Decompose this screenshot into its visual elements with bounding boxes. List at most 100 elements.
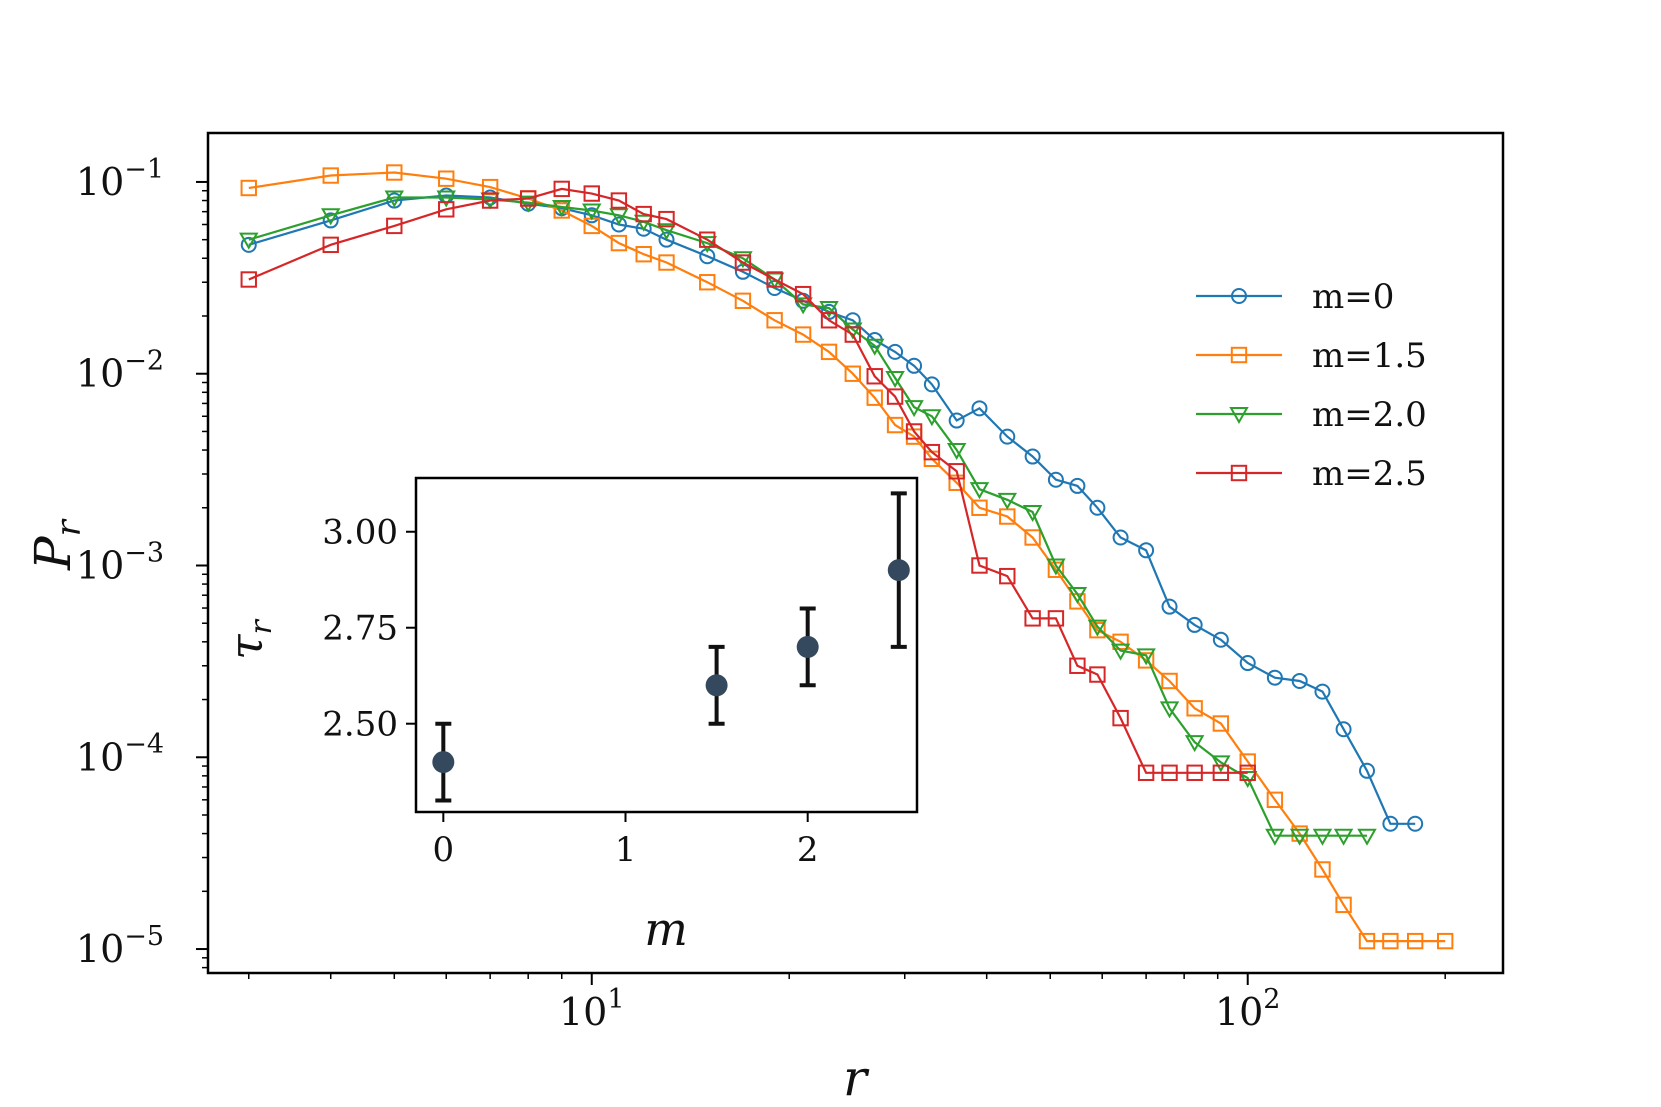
data-point	[438, 201, 455, 218]
data-point	[697, 236, 717, 254]
data-point	[1406, 932, 1424, 950]
data-point	[1069, 657, 1086, 674]
data-point	[1212, 631, 1229, 648]
legend: m=0 m=1.5 m=2.0 m=2.5	[1196, 277, 1427, 494]
data-point	[1089, 621, 1106, 639]
tick-label-exponent: −5	[124, 921, 164, 952]
data-point	[1161, 598, 1178, 615]
data-point	[1024, 448, 1041, 465]
data-point	[1212, 764, 1230, 781]
data-point	[766, 271, 783, 288]
data-point	[322, 167, 339, 184]
y-tick-label: 10−1	[76, 154, 164, 204]
data-point	[633, 214, 654, 232]
data-point	[1357, 828, 1377, 846]
y-tick-label: 10−5	[76, 921, 164, 971]
data-point	[844, 326, 861, 343]
data-point	[1186, 764, 1203, 781]
data-point	[864, 338, 885, 356]
data-point	[1186, 700, 1203, 717]
inset-data-point	[705, 644, 728, 726]
data-point	[582, 203, 602, 221]
data-point	[1333, 828, 1354, 846]
data-point	[844, 365, 861, 382]
inset-x-tick-label: 0	[433, 830, 455, 870]
data-point	[1436, 932, 1454, 950]
data-point	[1359, 762, 1376, 779]
series-line-m=2.5	[248, 187, 1248, 774]
inset-x-tick-label: 1	[615, 830, 637, 870]
data-point	[904, 400, 924, 418]
data-point	[999, 428, 1016, 445]
data-point	[553, 202, 570, 219]
data-point	[1138, 542, 1155, 559]
data-point	[1069, 477, 1086, 494]
series-m=0	[240, 187, 1424, 832]
y-tick-label: 10−2	[76, 346, 164, 396]
data-point	[1024, 529, 1041, 546]
inset-data-point	[887, 491, 910, 649]
data-point	[1067, 587, 1088, 605]
data-point	[734, 292, 752, 310]
tick-label-exponent: 2	[1263, 984, 1280, 1015]
data-point	[866, 389, 883, 406]
inset-frame	[414, 476, 919, 814]
data-point	[1089, 499, 1106, 516]
tick-label-exponent: −1	[124, 154, 164, 185]
data-point	[887, 343, 904, 360]
data-point	[997, 492, 1018, 510]
data-point	[553, 180, 570, 198]
tick-label-exponent: −3	[124, 537, 164, 568]
tick-label-exponent: −2	[124, 346, 164, 377]
data-point	[734, 254, 752, 271]
inset-data-point	[432, 721, 455, 803]
data-point	[1358, 932, 1376, 950]
x-axis-label: r	[843, 1049, 870, 1107]
data-point	[1089, 666, 1106, 683]
data-point	[1211, 755, 1231, 773]
data-point	[1291, 825, 1308, 842]
data-point	[635, 205, 652, 223]
data-point	[1024, 610, 1041, 627]
data-point	[240, 271, 257, 288]
data-point	[658, 231, 675, 248]
data-point	[820, 312, 838, 329]
data-point	[1087, 619, 1108, 637]
data-point	[1237, 770, 1258, 788]
data-point	[886, 416, 904, 434]
data-point	[1407, 815, 1424, 832]
data-point	[922, 409, 942, 427]
inset-plot: 0 1 2 2.50 2.75 3.00 m τr	[219, 476, 919, 956]
y-tick-label: 10−3	[76, 537, 164, 587]
data-point	[1335, 721, 1352, 738]
tick-label-base: 10	[76, 735, 124, 779]
data-point	[866, 368, 883, 385]
data-point	[1047, 610, 1065, 627]
data-point	[552, 200, 572, 218]
data-point	[999, 567, 1016, 585]
inset-x-axis-label: m	[644, 902, 688, 956]
data-point	[906, 357, 923, 374]
series-m=2.0	[239, 190, 1377, 846]
data-point	[1186, 616, 1203, 633]
data-point	[1161, 672, 1178, 690]
data-point	[1266, 669, 1283, 686]
inset-marker	[887, 559, 910, 582]
inset-y-tick-label: 2.50	[322, 705, 398, 745]
legend-item: m=0	[1196, 277, 1394, 317]
data-point	[481, 192, 499, 209]
inset-x-tick-label: 2	[797, 830, 819, 870]
data-point	[843, 322, 863, 340]
data-point	[635, 246, 652, 263]
data-point	[766, 312, 783, 329]
legend-label: m=0	[1312, 277, 1394, 317]
data-point	[583, 185, 600, 202]
data-point	[322, 236, 339, 254]
data-point	[794, 326, 812, 343]
inset-ticks: 0 1 2 2.50 2.75 3.00	[322, 513, 818, 870]
data-point	[583, 207, 600, 224]
data-point	[1312, 828, 1333, 846]
data-point	[948, 412, 965, 429]
